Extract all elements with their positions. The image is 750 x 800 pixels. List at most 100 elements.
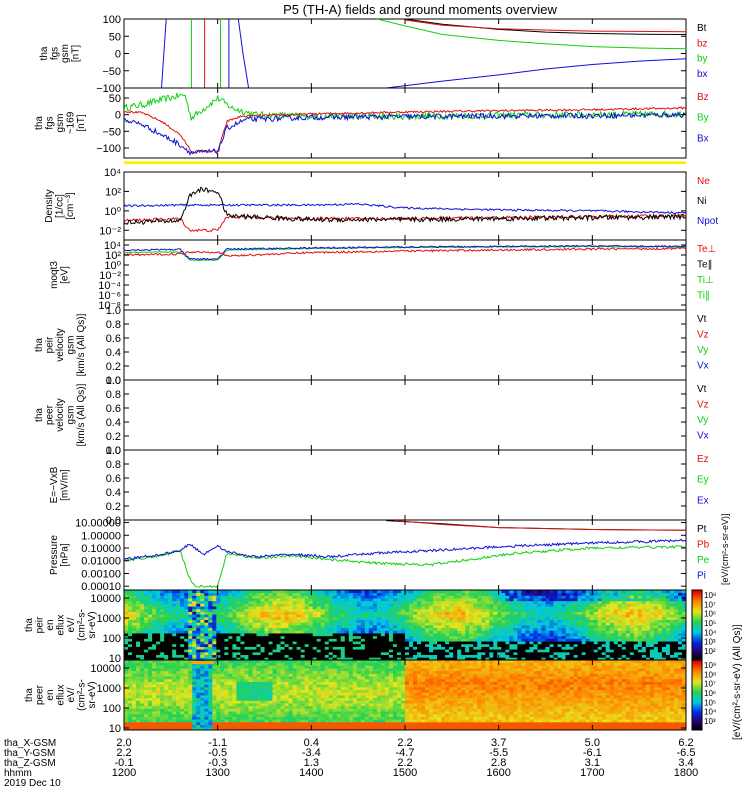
- spectrogram: [124, 590, 686, 660]
- spectrogram-cell: [356, 598, 362, 602]
- spectrogram-cell: [188, 678, 193, 682]
- spectrogram-cell: [240, 651, 245, 656]
- spectrogram-cell: [216, 598, 221, 602]
- spectrogram-cell: [264, 608, 269, 612]
- spectrogram-cell: [585, 646, 591, 650]
- spectrogram-cell: [140, 608, 145, 612]
- spectrogram-cell: [192, 619, 197, 623]
- spectrogram-cell: [577, 649, 583, 653]
- spectrogram-cell: [364, 619, 370, 623]
- spectrogram-cell: [168, 643, 173, 647]
- spectrogram-cell: [152, 654, 157, 658]
- spectrogram-cell: [396, 643, 402, 647]
- spectrogram-cell: [328, 635, 334, 639]
- panel-frame: [123, 87, 687, 159]
- spectrogram-cell: [605, 625, 611, 629]
- spectrogram-cell: [400, 641, 406, 645]
- spectrogram-cell: [328, 622, 334, 626]
- spectrogram-cell: [212, 689, 217, 693]
- spectrogram-cell: [152, 616, 157, 621]
- spectrogram-cell: [561, 603, 566, 607]
- spectrogram-cell: [200, 646, 205, 650]
- spectrogram-cell: [493, 643, 498, 647]
- spectrogram-cell: [244, 662, 249, 666]
- spectrogram-cell: [392, 606, 398, 610]
- spectrogram-cell: [152, 638, 157, 642]
- spectrogram-cell: [252, 662, 257, 666]
- spectrogram-cell: [577, 635, 583, 639]
- spectrogram-cell: [136, 630, 141, 634]
- spectrogram-cell: [629, 616, 635, 621]
- spectrogram-cell: [200, 662, 205, 666]
- legend-entry: bz: [697, 38, 708, 49]
- spectrogram-cell: [184, 684, 189, 688]
- spectrogram-cell: [437, 619, 442, 623]
- spectrogram-cell: [216, 657, 221, 660]
- y-axis-label: moqt3: [49, 261, 60, 289]
- spectrogram-cell: [605, 619, 611, 623]
- spectrogram-cell: [525, 600, 530, 604]
- spectrogram-cell: [156, 703, 161, 707]
- spectrogram-cell: [156, 630, 161, 634]
- spectrogram-cell: [240, 673, 245, 677]
- spectrogram-cell: [449, 638, 454, 642]
- spectrogram-cell: [256, 668, 261, 672]
- y-tick-label: 0.2: [106, 361, 121, 373]
- spectrogram-cell: [461, 641, 466, 645]
- spectrogram-cell: [304, 590, 310, 594]
- spectrogram-cell: [260, 600, 265, 604]
- spectrogram-cell: [396, 614, 402, 618]
- spectrogram-cell: [208, 668, 213, 672]
- spectrogram-cell: [188, 590, 193, 594]
- spectrogram-cell: [681, 646, 686, 650]
- spectrogram-cell: [208, 598, 213, 602]
- spectrogram-cell: [489, 657, 494, 660]
- spectrogram-cell: [276, 606, 281, 610]
- spectrogram-cell: [433, 595, 438, 599]
- spectrogram-cell: [392, 622, 398, 626]
- spectrogram-cell: [272, 646, 277, 650]
- spectrogram-cell: [509, 616, 514, 621]
- spectrogram-cell: [240, 660, 245, 664]
- spectrogram-cell: [204, 590, 209, 594]
- spectrogram-cell: [421, 590, 426, 594]
- spectrogram-cell: [172, 700, 177, 704]
- spectrogram-cell: [348, 590, 354, 594]
- spectrogram-cell: [148, 713, 153, 717]
- spectrogram-cell: [232, 692, 237, 696]
- spectrogram-cell: [449, 657, 454, 660]
- spectrogram-cell: [332, 651, 338, 656]
- spectrogram-cell: [340, 657, 346, 660]
- spectrogram-cell: [445, 614, 450, 618]
- spectrogram-cell: [673, 641, 679, 645]
- spectrogram-cell: [212, 662, 217, 666]
- spectrogram-cell: [360, 649, 366, 653]
- spectrogram-cell: [124, 654, 129, 658]
- spectrogram-cell: [617, 649, 623, 653]
- spectrogram-cell: [220, 603, 225, 607]
- spectrogram-cell: [328, 630, 334, 634]
- spectrogram-cell: [469, 590, 474, 594]
- spectrogram-cell: [192, 616, 197, 621]
- spectrogram-cell: [400, 646, 406, 650]
- spectrogram-cell: [304, 606, 310, 610]
- spectrogram-cell: [649, 657, 655, 660]
- spectrogram-cell: [136, 649, 141, 653]
- spectrogram-cell: [168, 619, 173, 623]
- spectrogram-cell: [144, 670, 149, 674]
- spectrogram-cell: [637, 616, 643, 621]
- spectrogram-cell: [356, 657, 362, 660]
- spectrogram-cell: [465, 651, 470, 656]
- spectrogram-cell: [537, 622, 542, 626]
- y-tick-label: 0.0: [106, 375, 121, 387]
- spectrogram-cell: [196, 668, 201, 672]
- spectrogram-cell: [180, 678, 185, 682]
- spectrogram-cell: [228, 684, 233, 688]
- spectrogram-cell: [276, 654, 281, 658]
- spectrogram-cell: [176, 686, 181, 691]
- spectrogram-cell: [308, 608, 314, 612]
- spectrogram-cell: [340, 635, 346, 639]
- spectrogram-cell: [425, 651, 430, 656]
- spectrogram-cell: [308, 633, 314, 637]
- spectrogram-cell: [332, 654, 338, 658]
